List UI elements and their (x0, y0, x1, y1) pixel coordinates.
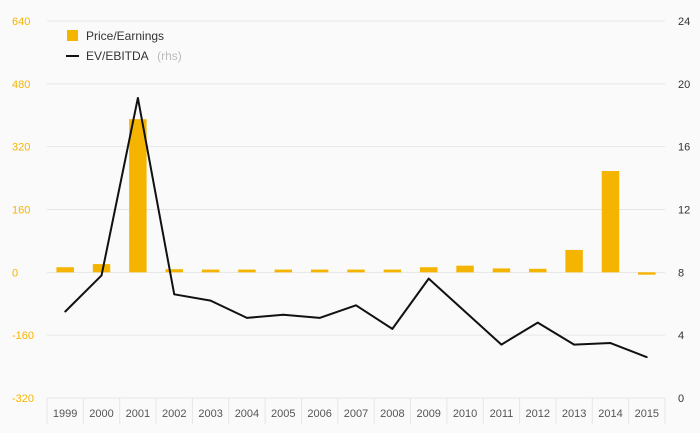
bar-price-earnings-2001 (129, 119, 146, 272)
x-tick-label: 2007 (344, 408, 368, 420)
chart: -320 -160 0 160 320 480 640 0 4 8 12 16 20 24 1999 20… (0, 0, 700, 433)
right-tick-label: 0 (678, 393, 684, 405)
legend-label-ev-ebitda-note: (rhs) (157, 49, 182, 63)
bar-price-earnings-1999 (56, 267, 73, 272)
bar-price-earnings-2008 (384, 270, 401, 273)
bar-price-earnings-2005 (275, 270, 292, 273)
x-tick-label: 2001 (126, 408, 150, 420)
point-ev-ebitda-2000 (101, 275, 103, 277)
point-ev-ebitda-2010 (464, 311, 466, 313)
point-ev-ebitda-2014 (610, 342, 612, 344)
x-tick-label: 1999 (53, 408, 77, 420)
x-tick-label: 2011 (490, 408, 514, 420)
point-ev-ebitda-2001 (137, 97, 139, 99)
bar-price-earnings-2014 (602, 171, 619, 272)
x-tick-label: 2005 (271, 408, 295, 420)
right-tick-label: 8 (678, 267, 684, 279)
x-tick-label: 2004 (235, 408, 259, 420)
legend-swatch-price-earnings (67, 30, 78, 41)
point-ev-ebitda-1999 (64, 311, 66, 313)
bar-price-earnings-2010 (456, 266, 473, 273)
legend-label-price-earnings: Price/Earnings (86, 29, 164, 43)
x-axis-ticks: 1999 2000 2001 2002 2003 2004 2005 2006 2007 2008… (53, 408, 659, 420)
x-tick-label: 2010 (453, 408, 477, 420)
x-tick-label: 2003 (198, 408, 222, 420)
bar-price-earnings-2007 (347, 270, 364, 273)
left-tick-label: 640 (12, 16, 30, 28)
bar-price-earnings-2009 (420, 267, 437, 272)
right-tick-label: 12 (678, 205, 690, 217)
left-tick-label: 480 (12, 79, 30, 91)
bar-price-earnings-2012 (529, 269, 546, 273)
right-tick-label: 16 (678, 142, 690, 154)
bar-price-earnings-2011 (493, 268, 510, 272)
left-tick-label: 320 (12, 142, 30, 154)
point-ev-ebitda-2009 (428, 278, 430, 280)
x-tick-label: 2013 (562, 408, 586, 420)
point-ev-ebitda-2015 (646, 356, 648, 358)
point-ev-ebitda-2003 (210, 300, 212, 302)
x-tick-label: 2015 (635, 408, 659, 420)
line-ev-ebitda (65, 98, 647, 357)
left-tick-label: 0 (12, 267, 18, 279)
point-ev-ebitda-2007 (355, 304, 357, 306)
x-tick-label: 2009 (416, 408, 440, 420)
legend-label-ev-ebitda: EV/EBITDA (rhs) (86, 47, 182, 64)
legend: Price/Earnings EV/EBITDA (rhs) (66, 29, 182, 64)
point-ev-ebitda-2011 (501, 344, 503, 346)
point-ev-ebitda-2005 (282, 314, 284, 316)
left-axis-ticks: -320 -160 0 160 320 480 640 (12, 16, 34, 405)
line-series (64, 97, 647, 358)
left-tick-label: 160 (12, 205, 30, 217)
bar-price-earnings-2006 (311, 270, 328, 273)
legend-label-ev-ebitda-name: EV/EBITDA (86, 49, 149, 63)
bar-price-earnings-2004 (238, 270, 255, 273)
x-tick-label: 2000 (89, 408, 113, 420)
right-tick-label: 20 (678, 79, 690, 91)
right-axis-ticks: 0 4 8 12 16 20 24 (678, 16, 690, 405)
x-tick-label: 2012 (526, 408, 550, 420)
left-tick-label: -320 (12, 393, 34, 405)
bar-price-earnings-2015 (638, 272, 655, 274)
bar-price-earnings-2002 (166, 269, 183, 272)
x-tick-label: 2002 (162, 408, 186, 420)
left-tick-label: -160 (12, 330, 34, 342)
bar-price-earnings-2003 (202, 270, 219, 273)
bar-price-earnings-2013 (565, 250, 582, 272)
point-ev-ebitda-2006 (319, 317, 321, 319)
point-ev-ebitda-2008 (391, 328, 393, 330)
point-ev-ebitda-2002 (173, 293, 175, 295)
right-tick-label: 4 (678, 330, 684, 342)
x-tick-label: 2008 (380, 408, 404, 420)
point-ev-ebitda-2013 (573, 344, 575, 346)
x-tick-label: 2014 (598, 408, 622, 420)
right-tick-label: 24 (678, 16, 690, 28)
point-ev-ebitda-2004 (246, 317, 248, 319)
point-ev-ebitda-2012 (537, 322, 539, 324)
x-tick-label: 2006 (307, 408, 331, 420)
